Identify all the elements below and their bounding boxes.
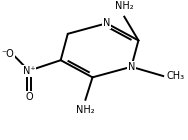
Text: N⁺: N⁺ (23, 66, 35, 76)
Text: NH₂: NH₂ (76, 105, 95, 115)
Text: ⁻O: ⁻O (1, 49, 14, 59)
Text: CH₃: CH₃ (167, 71, 185, 81)
Text: N: N (128, 62, 135, 72)
Text: NH₂: NH₂ (115, 1, 134, 11)
Text: O: O (25, 92, 33, 102)
Text: N: N (103, 18, 110, 28)
